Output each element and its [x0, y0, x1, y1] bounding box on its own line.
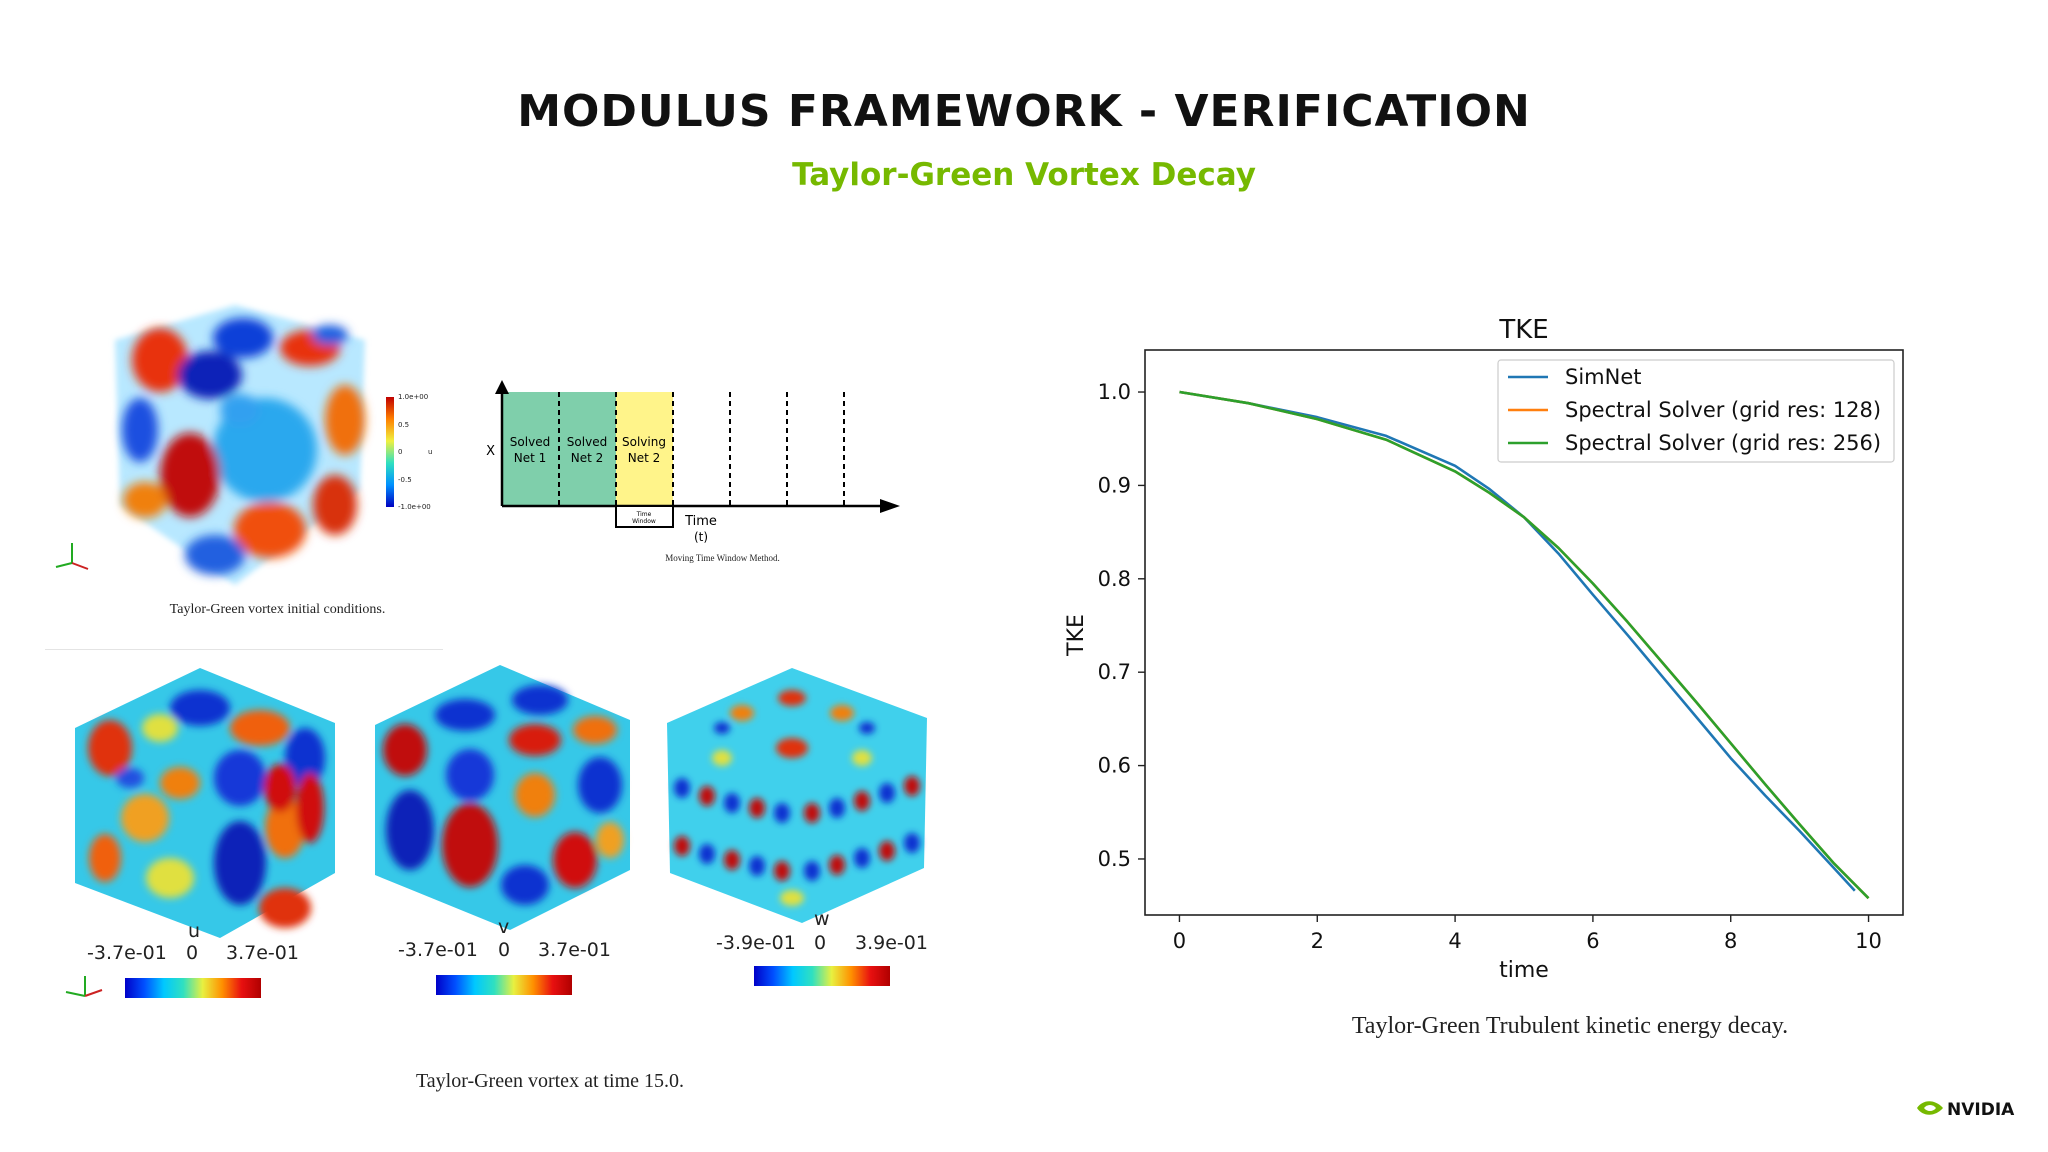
initial-colorbar-label: u	[428, 448, 433, 456]
series-line-3	[1179, 390, 1870, 900]
svg-text:Window: Window	[632, 518, 656, 525]
time15-caption: Taylor-Green vortex at time 15.0.	[415, 1070, 685, 1092]
x-tick-label: 2	[1311, 929, 1324, 953]
cb-u-var: u	[188, 920, 201, 942]
x-axis-label: time	[1499, 958, 1549, 983]
y-tick-label: 0.7	[1098, 660, 1131, 684]
x-tick-label: 8	[1724, 929, 1737, 953]
svg-text:Solved: Solved	[567, 435, 607, 449]
time-window-caption: Moving Time Window Method.	[665, 553, 780, 563]
cb-u-min: -3.7e-01	[87, 942, 167, 964]
cb-v-max: 3.7e-01	[538, 939, 611, 961]
nvidia-logo: NVIDIA	[1917, 1100, 2015, 1120]
x-tick-label: 4	[1448, 929, 1461, 953]
y-tick-label: 1.0	[1098, 380, 1131, 404]
section-divider	[45, 649, 443, 650]
chart-legend: SimNet Spectral Solver (grid res: 128) Spe…	[1497, 359, 1895, 463]
initial-conditions-caption: Taylor-Green vortex initial conditions.	[169, 602, 386, 617]
cb-w-min: -3.9e-01	[716, 932, 796, 954]
x-tick-label: 0	[1173, 929, 1186, 953]
cb-w-mid: 0	[814, 932, 827, 954]
svg-text:NVIDIA: NVIDIA	[1947, 1100, 2015, 1120]
chart-title: TKE	[1498, 315, 1548, 345]
initial-colorbar	[386, 397, 394, 507]
svg-text:Solved: Solved	[510, 435, 550, 449]
x-tick-label: 6	[1586, 929, 1599, 953]
diagram-x-label: Time	[684, 514, 717, 529]
cb-u-mid: 0	[186, 942, 199, 964]
block-solved-net-1	[502, 392, 559, 506]
series-line-1	[1179, 390, 1856, 892]
cb-v-bar	[436, 975, 572, 995]
cb-w-bar	[754, 966, 890, 986]
svg-text:Net 2: Net 2	[571, 451, 604, 465]
initial-colorbar-tick: 0.5	[398, 421, 410, 429]
y-tick-label: 0.5	[1098, 847, 1131, 871]
cb-w-var: w	[814, 908, 830, 930]
diagram-y-label: X	[486, 444, 495, 459]
slide-title: MODULUS FRAMEWORK - VERIFICATION	[517, 86, 1531, 137]
block-solving-net-2	[616, 392, 673, 506]
slide-subtitle: Taylor-Green Vortex Decay	[792, 157, 1256, 193]
time-window-diagram: X Solved Net 1 Solved Net 2 Solving Net …	[486, 380, 900, 544]
cube-v-time15	[375, 665, 630, 930]
svg-text:Solving: Solving	[622, 435, 666, 449]
svg-text:(t): (t)	[694, 530, 708, 544]
svg-text:Net 1: Net 1	[514, 451, 547, 465]
initial-colorbar-tick: -1.0e+00	[398, 503, 431, 511]
y-tick-label: 0.8	[1098, 567, 1131, 591]
chart-caption: Taylor-Green Trubulent kinetic energy de…	[1351, 1013, 1789, 1039]
cb-v-mid: 0	[498, 939, 511, 961]
x-tick-label: 10	[1855, 929, 1882, 953]
y-tick-label: 0.6	[1098, 754, 1131, 778]
legend-entry: Spectral Solver (grid res: 256)	[1565, 431, 1881, 455]
initial-colorbar-tick: -0.5	[398, 476, 412, 484]
svg-text:Net 2: Net 2	[628, 451, 661, 465]
tke-chart: TKE 0 2 4 6 8 10 0.5 0.6 0.7 0.8 0.9 1.0 time TKE S…	[1064, 315, 1904, 983]
cb-w-max: 3.9e-01	[855, 932, 928, 954]
initial-colorbar-tick: 0	[398, 448, 403, 456]
series-line-2	[1179, 390, 1870, 900]
initial-conditions-cube	[115, 305, 365, 585]
cb-u-bar	[125, 978, 261, 998]
axis-triad-icon	[55, 543, 89, 570]
cube-u-time15	[75, 668, 335, 938]
legend-entry: Spectral Solver (grid res: 128)	[1565, 398, 1881, 422]
initial-colorbar-tick: 1.0e+00	[398, 393, 429, 401]
cb-v-var: v	[498, 916, 510, 938]
y-tick-label: 0.9	[1098, 473, 1131, 497]
svg-text:Time: Time	[636, 511, 652, 518]
cb-v-min: -3.7e-01	[398, 939, 478, 961]
legend-entry: SimNet	[1565, 365, 1641, 389]
plot-frame	[1144, 349, 1904, 916]
y-axis-label: TKE	[1064, 614, 1089, 657]
axis-triad-icon	[65, 976, 103, 997]
block-solved-net-2	[559, 392, 616, 506]
cb-u-max: 3.7e-01	[226, 942, 299, 964]
cube-w-time15	[667, 668, 927, 923]
